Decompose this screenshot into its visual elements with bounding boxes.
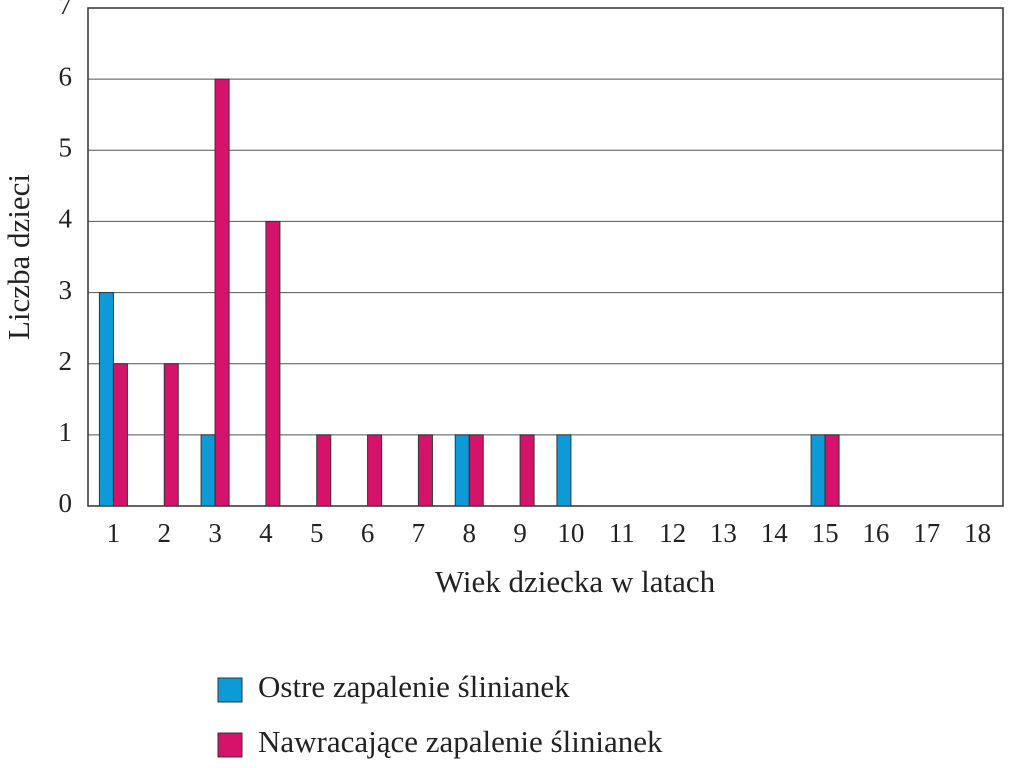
bar — [98, 292, 114, 507]
x-tick-label: 7 — [412, 518, 426, 548]
legend-label: Nawracające zapalenie ślinianek — [258, 724, 663, 759]
bar — [163, 363, 179, 507]
x-tick-label: 14 — [761, 518, 789, 548]
bar — [417, 434, 433, 507]
y-tick-label: 0 — [59, 488, 73, 518]
y-tick-label: 5 — [59, 132, 73, 162]
x-tick-label: 9 — [513, 518, 527, 548]
x-tick-label: 11 — [609, 518, 635, 548]
y-tick-label: 6 — [59, 61, 73, 91]
x-tick-label: 12 — [659, 518, 686, 548]
x-tick-label: 6 — [361, 518, 375, 548]
x-tick-label: 8 — [463, 518, 477, 548]
y-tick-label: 1 — [59, 417, 73, 447]
bar — [810, 434, 826, 507]
bar — [112, 363, 128, 507]
x-tick-label: 13 — [710, 518, 737, 548]
legend-swatch — [217, 732, 243, 758]
bar — [824, 434, 840, 507]
bar — [468, 434, 484, 507]
legend-swatch — [217, 677, 243, 703]
x-tick-label: 4 — [259, 518, 273, 548]
y-tick-label: 4 — [59, 204, 73, 234]
x-axis-title: Wiek dziecka w latach — [435, 564, 716, 599]
bar — [519, 434, 535, 507]
y-axis-title: Liczba dzieci — [1, 174, 36, 340]
x-tick-label: 18 — [964, 518, 991, 548]
x-tick-label: 17 — [913, 518, 940, 548]
bar — [316, 434, 332, 507]
bar — [214, 78, 230, 507]
x-tick-label: 3 — [208, 518, 222, 548]
x-tick-label: 10 — [557, 518, 584, 548]
x-tick-label: 16 — [862, 518, 889, 548]
x-tick-label: 15 — [812, 518, 839, 548]
bar — [265, 220, 281, 507]
bar — [200, 434, 216, 507]
x-tick-label: 1 — [107, 518, 121, 548]
legend-label: Ostre zapalenie ślinianek — [258, 669, 570, 704]
y-tick-label: 3 — [59, 275, 73, 305]
plot-frame — [87, 7, 1004, 507]
bar — [454, 434, 470, 507]
x-tick-label: 5 — [310, 518, 324, 548]
x-tick-label: 2 — [158, 518, 172, 548]
bar — [556, 434, 572, 507]
y-tick-label: 7 — [59, 0, 73, 20]
bar — [367, 434, 383, 507]
y-tick-label: 2 — [59, 346, 73, 376]
